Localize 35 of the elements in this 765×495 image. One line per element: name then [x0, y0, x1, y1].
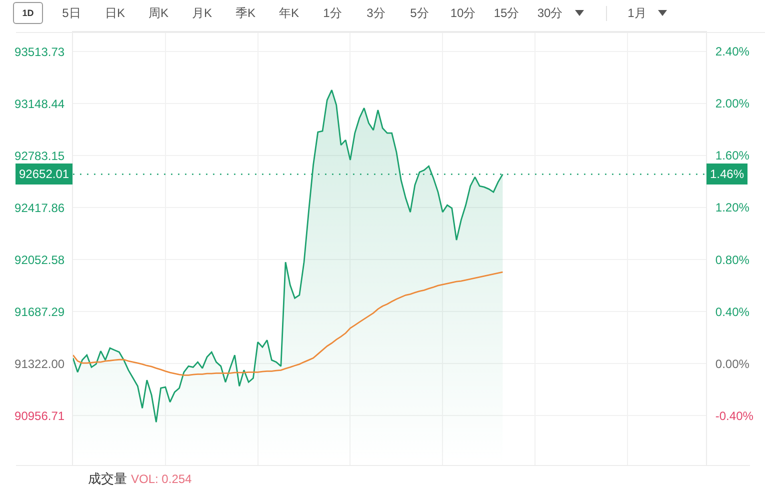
y2-tick-label: 1.20% [715, 200, 750, 215]
text: 15分 [494, 5, 520, 21]
text: 周K [148, 5, 168, 21]
text: VOL: 0.254 [131, 471, 192, 487]
y-tick-label: 91687.29 [14, 304, 65, 319]
y2-tick-label: -0.40% [715, 408, 754, 423]
y2-tick-label: 0.80% [715, 252, 750, 267]
text: 月K [192, 5, 212, 21]
y2-tick-label: 2.40% [715, 44, 750, 59]
text: 3分 [366, 5, 386, 21]
text: 1月 [628, 5, 646, 21]
y-tick-label: 91322.00 [14, 356, 65, 371]
text: 季K [235, 5, 256, 21]
text: 10分 [450, 5, 476, 21]
text: 5日 [62, 5, 81, 21]
y-tick-label: 90956.71 [14, 408, 65, 423]
y2-tick-label: 2.00% [715, 96, 750, 111]
text: 日K [104, 5, 125, 21]
y-tick-label: 92783.15 [14, 148, 65, 163]
text: 1分 [323, 5, 342, 21]
text: 1D [13, 2, 43, 24]
y-tick-label: 92417.86 [14, 200, 65, 215]
y2-tick-label: 0.00% [715, 356, 750, 371]
y2-tick-label: 1.60% [715, 148, 750, 163]
text: 5分 [410, 5, 429, 21]
annotation: 1.46% [710, 167, 744, 181]
text: 成交量 [88, 471, 127, 487]
line-series [73, 271, 504, 376]
y-tick-label: 93513.73 [14, 44, 65, 59]
ref-line-label: 92652.01 [19, 167, 70, 181]
text: 年K [278, 5, 299, 21]
y-tick-label: 92052.58 [14, 252, 65, 267]
text: 30分 [537, 5, 563, 21]
y-tick-label: 93148.44 [14, 96, 65, 111]
y2-tick-label: 0.40% [715, 304, 750, 319]
